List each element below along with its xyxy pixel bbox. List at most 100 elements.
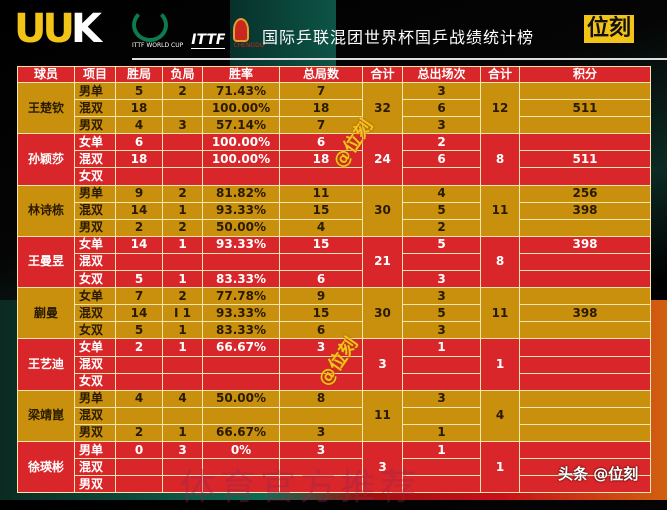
games-cell [279, 167, 363, 186]
games-cell: 15 [279, 304, 363, 323]
games-cell: 6 [279, 270, 363, 289]
games-total-cell: 11 [362, 389, 403, 442]
lost-cell: 2 [162, 184, 203, 203]
games-cell [279, 406, 363, 425]
won-cell: 14 [115, 201, 163, 220]
table-row: 王楚钦 男单 5 2 71.43% 7 32 3 12 [17, 81, 651, 135]
uuk-logo: UUK [14, 6, 102, 52]
lost-cell: 3 [162, 440, 203, 460]
table-row: 男双 4 3 57.14% 7 3 [18, 116, 651, 135]
matches-cell: 4 [402, 184, 481, 203]
matches-total-cell: 1 [480, 440, 520, 494]
lost-cell [162, 458, 203, 477]
lost-cell [162, 406, 203, 425]
matches-cell: 1 [402, 338, 481, 357]
rate-cell: 71.43% [202, 81, 280, 101]
table-row: 男双 2 1 66.67% 3 1 [18, 423, 651, 442]
rate-cell: 83.33% [202, 270, 280, 289]
rate-cell: 77.78% [202, 287, 280, 306]
lost-cell: 2 [162, 218, 203, 237]
lost-cell [162, 475, 203, 494]
won-cell: 7 [115, 287, 163, 306]
won-cell: 18 [115, 150, 163, 169]
lost-cell [162, 150, 203, 169]
event-cell: 男双 [74, 116, 116, 135]
event-cell: 混双 [74, 201, 116, 220]
matches-cell: 2 [402, 133, 481, 152]
points-cell: 398 [519, 201, 651, 220]
chengdu-logo: CHENGDU [233, 18, 264, 49]
rate-cell: 66.67% [202, 423, 280, 442]
won-cell [115, 372, 163, 391]
won-cell: 14 [115, 304, 163, 323]
points-cell [519, 252, 651, 272]
matches-cell [402, 406, 481, 425]
won-cell: 5 [115, 270, 163, 289]
matches-cell: 5 [402, 201, 481, 220]
points-cell [519, 458, 651, 477]
won-cell: 2 [115, 338, 163, 357]
points-cell [519, 167, 651, 186]
won-cell [115, 458, 163, 477]
matches-total-cell: 4 [480, 389, 520, 442]
event-cell: 混双 [74, 304, 116, 323]
games-cell [279, 475, 363, 494]
lost-cell [162, 252, 203, 272]
event-cell: 女双 [74, 372, 116, 391]
matches-cell: 6 [402, 150, 481, 169]
games-cell: 7 [279, 81, 363, 101]
column-header: 负局 [162, 66, 203, 83]
games-cell: 9 [279, 287, 363, 306]
won-cell: 5 [115, 81, 163, 101]
won-cell: 6 [115, 133, 163, 152]
games-cell: 3 [279, 338, 363, 357]
player-name: 蒯曼 [17, 287, 75, 340]
table-row: 女双 [18, 372, 651, 391]
points-cell [519, 321, 651, 340]
lost-cell: 2 [162, 81, 203, 101]
points-cell [519, 338, 651, 357]
matches-total-cell: 8 [480, 133, 520, 186]
rate-cell: 66.67% [202, 338, 280, 357]
table-row: 混双 14 I 1 93.33% 15 5 398 [18, 304, 651, 323]
rate-cell: 100.00% [202, 99, 280, 118]
matches-cell: 3 [402, 321, 481, 340]
table-row: 女双 5 1 83.33% 6 3 [18, 321, 651, 340]
games-cell [279, 252, 363, 272]
rate-cell: 100.00% [202, 133, 280, 152]
matches-total-cell: 11 [480, 184, 520, 237]
table-row: 混双 [18, 355, 651, 374]
table-row: 王曼昱 女单 14 1 93.33% 15 21 5 8 398 [17, 235, 651, 289]
table-row: 男双 [18, 475, 651, 494]
watermark-corner: 头条 @位刻 [558, 465, 639, 483]
points-cell [519, 81, 651, 101]
lost-cell: I 1 [162, 304, 203, 323]
table-header: 球员 项目 胜局 负局 胜率 总局数 合计 总出场次 合计 积分 [17, 66, 651, 83]
games-cell: 8 [279, 389, 363, 408]
games-cell [279, 372, 363, 391]
player-name: 梁靖崑 [17, 389, 75, 442]
games-cell: 3 [279, 440, 363, 460]
points-cell [519, 133, 651, 152]
matches-cell [402, 252, 481, 272]
won-cell: 4 [115, 116, 163, 135]
rate-cell: 0% [202, 440, 280, 460]
games-total-cell: 32 [362, 81, 403, 135]
stats-table: 球员 项目 胜局 负局 胜率 总局数 合计 总出场次 合计 积分 王楚钦 男单 5 2 71.43% 7 32… [17, 66, 651, 494]
matches-cell: 3 [402, 116, 481, 135]
event-cell: 混双 [74, 458, 116, 477]
won-cell: 2 [115, 218, 163, 237]
player-name: 林诗栋 [17, 184, 75, 237]
ittf-world-cup-logo: ITTF WORLD CUP [132, 8, 183, 49]
event-cell: 女单 [74, 287, 116, 306]
table-row: 徐瑛彬 男单 0 3 0% 3 3 1 1 [17, 440, 651, 494]
table-row: 蒯曼 女单 7 2 77.78% 9 30 3 11 [17, 287, 651, 340]
rate-cell [202, 355, 280, 374]
games-cell: 6 [279, 321, 363, 340]
points-cell [519, 270, 651, 289]
table-row: 女双 [18, 167, 651, 186]
event-cell: 混双 [74, 406, 116, 425]
points-cell: 256 [519, 184, 651, 203]
points-cell [519, 389, 651, 408]
player-name: 徐瑛彬 [17, 440, 75, 494]
